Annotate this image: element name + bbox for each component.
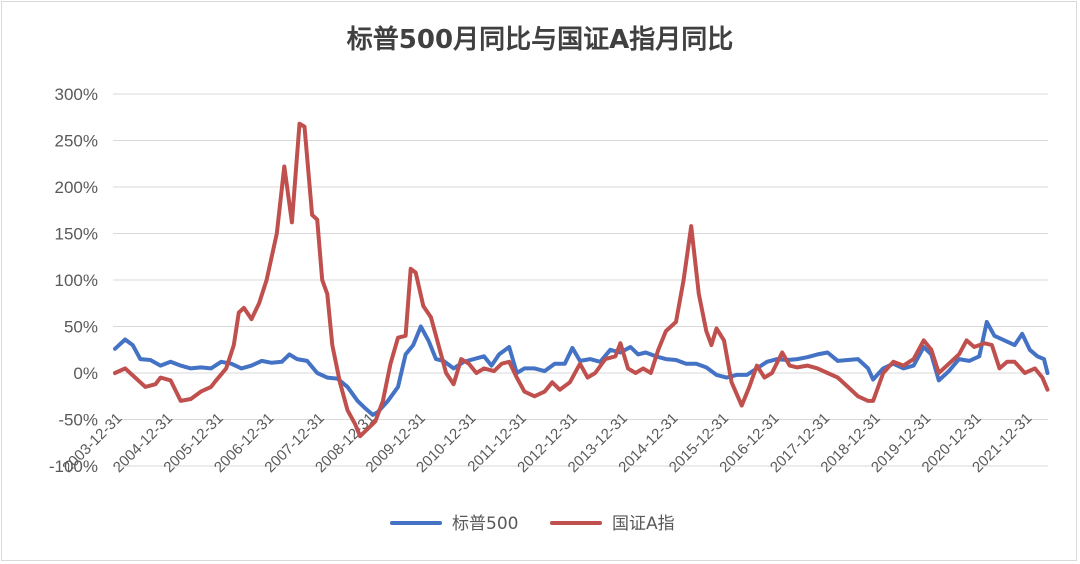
y-tick-label: 200% bbox=[55, 178, 98, 197]
y-tick-label: 0% bbox=[73, 364, 98, 383]
series-line-sp500 bbox=[113, 319, 1050, 417]
y-axis-ticks: -100% -50% 0% 50% 100% 150% 200% 250% 300% bbox=[49, 85, 98, 476]
chart-title: 标普500月同比与国证A指月同比 bbox=[347, 24, 733, 55]
y-tick-label: -100% bbox=[49, 457, 98, 476]
y-tick-label: 300% bbox=[55, 85, 98, 104]
series-lines bbox=[113, 121, 1050, 439]
y-tick-label: 100% bbox=[55, 271, 98, 290]
y-tick-label: 50% bbox=[64, 318, 98, 337]
y-tick-label: -50% bbox=[58, 411, 98, 430]
series-line-guozheng-a bbox=[113, 121, 1050, 439]
grid-lines bbox=[113, 93, 1048, 467]
legend-label-guozheng-a: 国证A指 bbox=[612, 514, 675, 534]
y-tick-label: 250% bbox=[55, 132, 98, 151]
legend-label-sp500: 标普500 bbox=[452, 514, 518, 534]
legend: 标普500 国证A指 bbox=[390, 514, 675, 534]
y-tick-label: 150% bbox=[55, 225, 98, 244]
